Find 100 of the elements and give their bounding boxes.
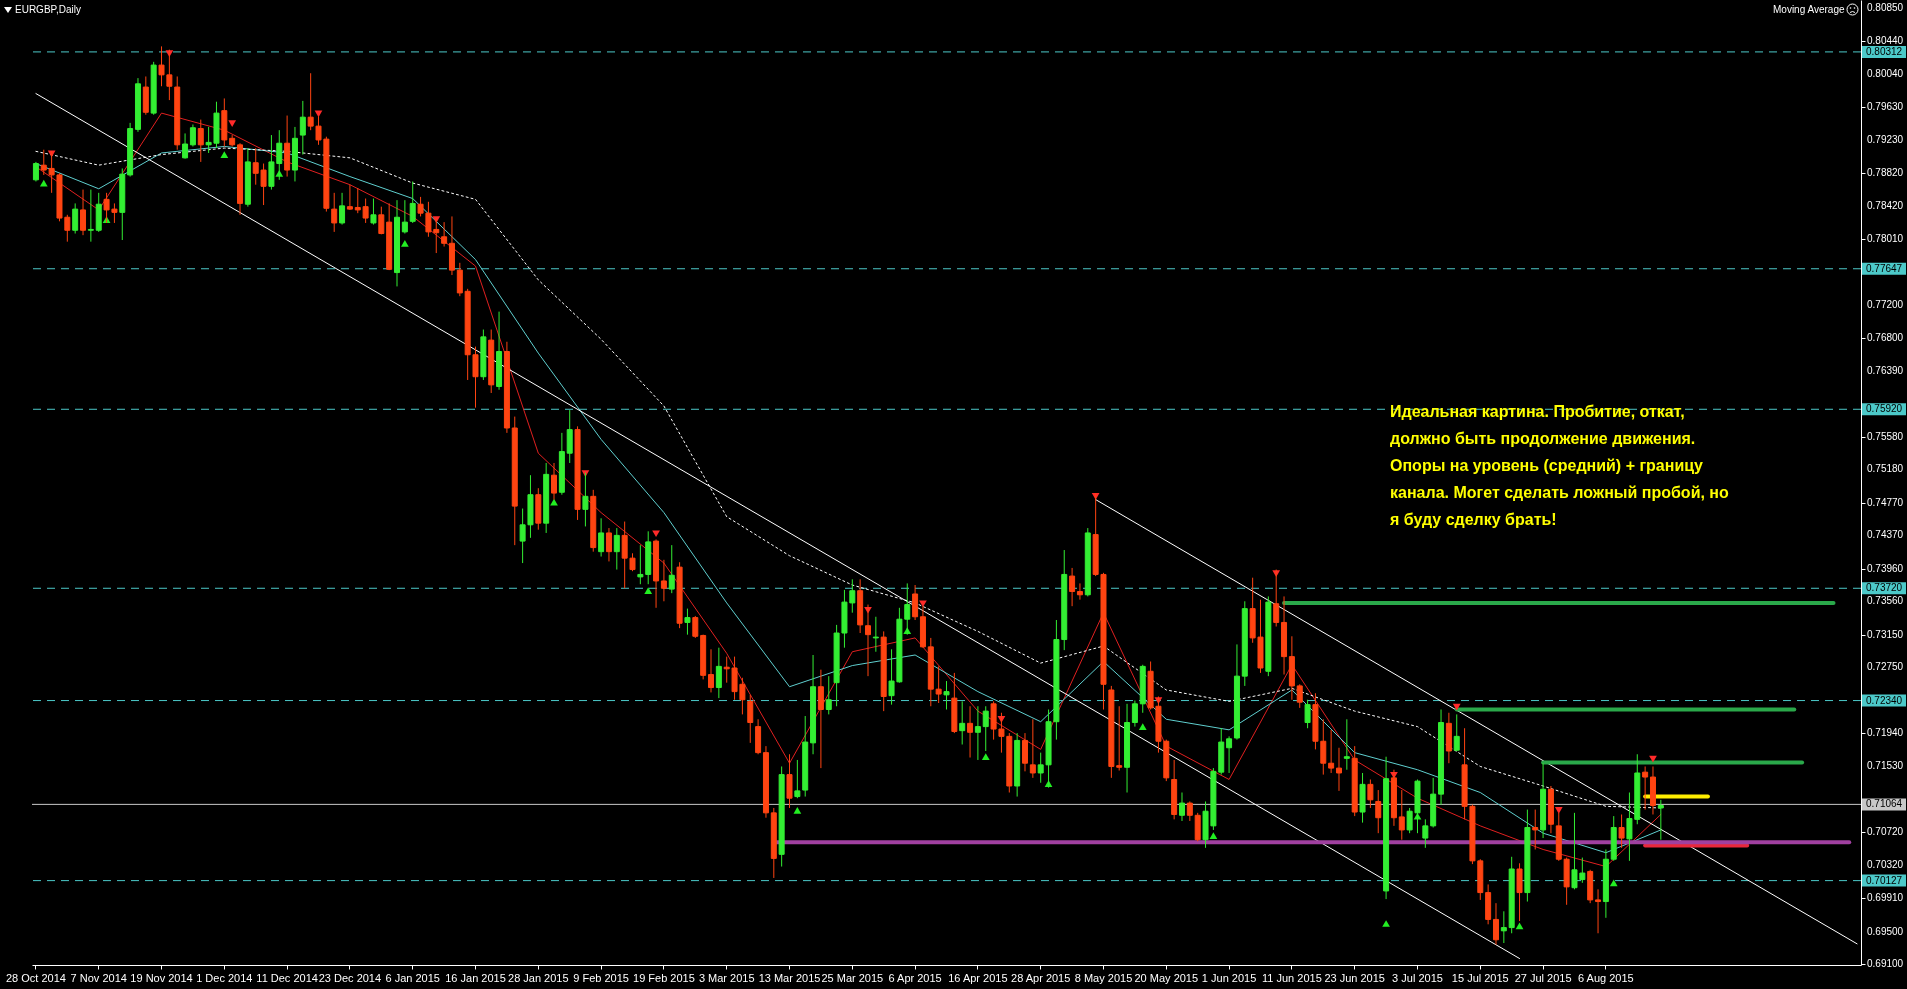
point: [1609, 879, 1618, 887]
x-tick-label: 28 Jan 2015: [508, 971, 569, 984]
x-tick-label: 6 Jan 2015: [385, 971, 440, 984]
candlestick: [912, 584, 919, 621]
point: [644, 587, 653, 595]
x-tick-label: 19 Nov 2014: [130, 971, 193, 984]
candlestick: [189, 123, 196, 147]
candlestick: [935, 665, 942, 704]
y-tick-label: 0.74770: [1867, 496, 1904, 508]
point: [1382, 920, 1390, 927]
y-tick-label: 0.70720: [1867, 826, 1904, 838]
candlestick: [715, 647, 722, 699]
candlestick: [370, 198, 377, 226]
candlestick: [1076, 582, 1083, 601]
annotation: Идеальная картина. Пробитие, откат, должно быть продолжение движения. Опоры на уровень (средний) + границу канала. Могет сделать ложный пробой, но я буду сделку брать!: [1389, 403, 1730, 528]
y-tick-label: 0.78010: [1867, 233, 1904, 245]
y-tick-label: 0.79630: [1867, 101, 1904, 113]
y-tick-label: 0.80440: [1867, 35, 1904, 47]
y-tick-label: 0.80040: [1867, 68, 1904, 80]
candlestick: [1532, 809, 1539, 850]
x-tick-label: 1 Jun 2015: [1201, 971, 1257, 984]
candlestick: [378, 206, 385, 235]
ref-line-label: 0.72340: [1866, 694, 1903, 706]
candlestick: [1516, 862, 1523, 922]
candlestick: [1178, 792, 1185, 822]
candlestick: [1453, 713, 1460, 752]
x-tick-label: 16 Jan 2015: [445, 971, 506, 984]
candlestick: [967, 705, 974, 759]
candlestick: [1226, 735, 1233, 774]
ref-line-label: 0.75920: [1866, 403, 1903, 415]
y-tick-label: 0.79230: [1867, 133, 1904, 145]
candlestick: [1335, 747, 1342, 792]
candlestick: [1422, 818, 1429, 849]
candlestick: [409, 180, 416, 224]
candlestick: [1022, 732, 1028, 772]
candlestick: [1131, 700, 1138, 728]
ref-line-label: 0.71064: [1866, 798, 1903, 810]
y-tick-label: 0.70320: [1867, 858, 1904, 870]
annotation: Moving Average: [1773, 4, 1845, 15]
candlestick: [346, 184, 353, 211]
y-tick-label: 0.69910: [1867, 892, 1904, 904]
candlestick: [299, 100, 306, 156]
candlestick: [1657, 799, 1664, 841]
x-tick-label: 6 Apr 2015: [888, 971, 942, 984]
candlestick: [197, 119, 204, 163]
point: [1209, 832, 1218, 839]
x-tick-label: 23 Dec 2014: [318, 971, 382, 984]
candlestick: [1618, 813, 1625, 849]
point: [1452, 703, 1461, 711]
candlestick: [1116, 705, 1123, 772]
point: [228, 120, 237, 128]
point: [1649, 755, 1657, 763]
x-tick-label: 11 Jun 2015: [1262, 971, 1322, 984]
candlestick: [872, 616, 879, 653]
candlestick: [1029, 718, 1036, 779]
x-tick-label: 13 Mar 2015: [758, 971, 821, 984]
candlestick: [660, 559, 667, 602]
x-tick-label: 28 Apr 2015: [1011, 971, 1071, 984]
chart-title: EURGBP,Daily: [15, 4, 81, 15]
ref-line-label: 0.77647: [1866, 262, 1903, 274]
point: [400, 239, 409, 247]
y-tick-label: 0.69100: [1867, 958, 1904, 970]
point: [793, 807, 802, 814]
candlestick: [401, 199, 408, 235]
candlestick: [1367, 778, 1374, 809]
y-tick-label: 0.72750: [1867, 661, 1904, 673]
candlestick: [747, 694, 754, 744]
ref-line-label: 0.70127: [1866, 874, 1903, 886]
x-tick-label: 7 Nov 2014: [70, 971, 127, 984]
x-tick-label: 20 May 2015: [1134, 971, 1199, 984]
x-tick-label: 27 Jul 2015: [1514, 971, 1572, 984]
x-tick-label: 15 Jul 2015: [1451, 971, 1509, 984]
point: [652, 530, 660, 538]
candlestick: [668, 544, 675, 594]
y-tick-label: 0.71940: [1867, 727, 1904, 739]
y-tick-label: 0.76390: [1867, 365, 1904, 377]
y-tick-label: 0.76800: [1867, 331, 1904, 343]
x-tick-label: 3 Mar 2015: [698, 971, 755, 984]
x-tick-label: 3 Jul 2015: [1392, 971, 1443, 984]
y-tick-label: 0.78420: [1867, 199, 1904, 211]
candlestick: [1492, 902, 1499, 946]
point: [981, 753, 990, 761]
x-tick-label: 25 Mar 2015: [821, 971, 884, 984]
candlestick: [786, 753, 793, 809]
point: [220, 151, 229, 158]
candlestick: [1304, 699, 1311, 729]
candlestick: [1595, 888, 1602, 934]
candlestick: [1296, 683, 1303, 709]
x-tick-label: 1 Dec 2014: [196, 971, 253, 984]
y-tick-label: 0.73960: [1867, 562, 1904, 574]
candlestick: [974, 705, 981, 761]
x-tick-label: 11 Dec 2014: [256, 971, 318, 984]
candlestick: [1328, 729, 1335, 774]
candlestick: [182, 132, 189, 160]
y-tick-label: 0.74370: [1867, 529, 1904, 541]
y-tick-label: 0.73560: [1867, 595, 1904, 607]
candlestick: [708, 648, 715, 693]
candlestick: [80, 189, 87, 236]
x-tick-label: 16 Apr 2015: [948, 971, 1008, 984]
candlestick: [72, 202, 79, 235]
